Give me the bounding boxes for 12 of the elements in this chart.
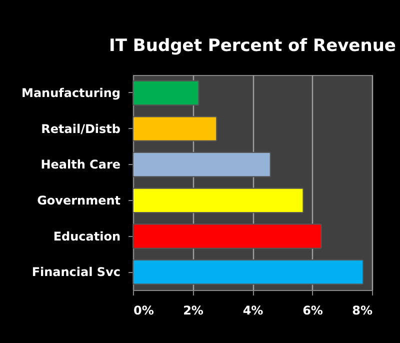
y-tick-label: Retail/Distb bbox=[41, 122, 121, 136]
x-tick-label: 6% bbox=[302, 304, 323, 318]
y-tick-label: Health Care bbox=[40, 158, 120, 172]
chart-title: IT Budget Percent of Revenue bbox=[109, 36, 396, 56]
x-tick-label: 0% bbox=[134, 304, 154, 318]
x-tick-label: 4% bbox=[242, 304, 264, 318]
x-tick-label: 8% bbox=[352, 304, 372, 318]
y-tick-label: Education bbox=[53, 229, 120, 244]
y-tick-label: Financial Svc bbox=[32, 265, 120, 280]
y-tick-label: Government bbox=[37, 193, 121, 208]
x-tick-label: 2% bbox=[183, 304, 204, 318]
y-tick-label: Manufacturing bbox=[22, 86, 120, 100]
